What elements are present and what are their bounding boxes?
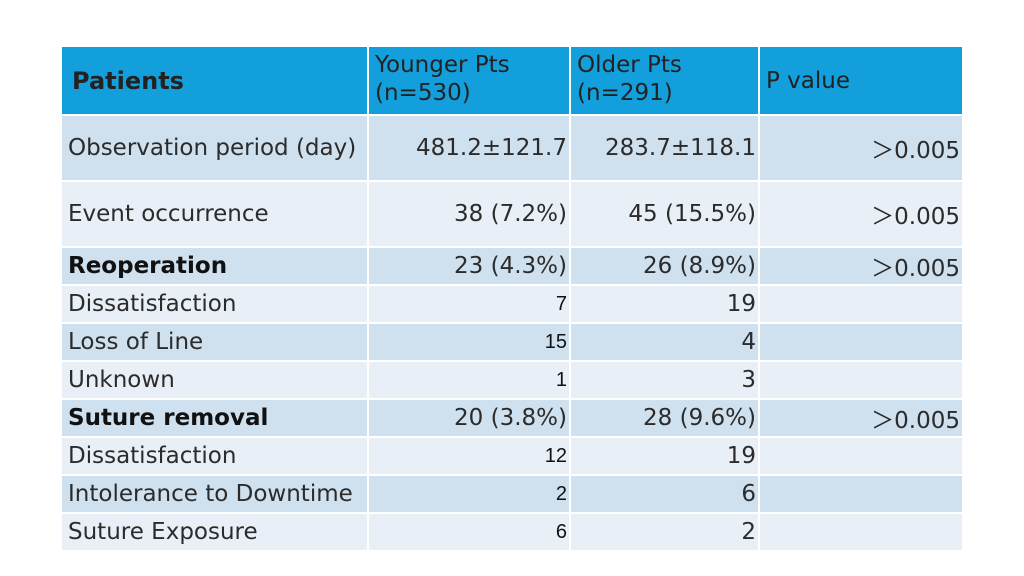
row-label: Unknown xyxy=(62,362,367,398)
table-row: Observation period (day) 481.2±121.7 283… xyxy=(62,116,962,180)
row-label: Dissatisfaction xyxy=(62,438,367,474)
older-value: 19 xyxy=(571,438,758,474)
younger-value: 481.2±121.7 xyxy=(369,116,569,180)
younger-value: 38 (7.2%) xyxy=(369,182,569,246)
table-row: Suture Exposure 6 2 xyxy=(62,514,962,550)
older-value: 2 xyxy=(571,514,758,550)
table-header-row: Patients Younger Pts (n=530) Older Pts (… xyxy=(62,47,962,114)
younger-value: 1 xyxy=(369,362,569,398)
younger-value: 20 (3.8%) xyxy=(369,400,569,436)
p-value xyxy=(760,438,962,474)
row-label: Observation period (day) xyxy=(62,116,367,180)
row-label: Event occurrence xyxy=(62,182,367,246)
p-value: ＞0.005 xyxy=(760,400,962,436)
row-label: Loss of Line xyxy=(62,324,367,360)
older-value: 28 (9.6%) xyxy=(571,400,758,436)
older-value: 6 xyxy=(571,476,758,512)
header-older-pts: Older Pts (n=291) xyxy=(571,47,758,114)
row-label: Intolerance to Downtime xyxy=(62,476,367,512)
p-value: ＞0.005 xyxy=(760,248,962,284)
younger-value: 2 xyxy=(369,476,569,512)
results-table: Patients Younger Pts (n=530) Older Pts (… xyxy=(62,47,962,550)
younger-value: 7 xyxy=(369,286,569,322)
table-row: Unknown 1 3 xyxy=(62,362,962,398)
table-row: Dissatisfaction 7 19 xyxy=(62,286,962,322)
older-value: 26 (8.9%) xyxy=(571,248,758,284)
older-value: 45 (15.5%) xyxy=(571,182,758,246)
header-younger-pts: Younger Pts (n=530) xyxy=(369,47,569,114)
p-value xyxy=(760,476,962,512)
younger-value: 6 xyxy=(369,514,569,550)
table-row: Intolerance to Downtime 2 6 xyxy=(62,476,962,512)
younger-value: 15 xyxy=(369,324,569,360)
table-row: Event occurrence 38 (7.2%) 45 (15.5%) ＞0… xyxy=(62,182,962,246)
older-value: 4 xyxy=(571,324,758,360)
table-row: Loss of Line 15 4 xyxy=(62,324,962,360)
older-value: 19 xyxy=(571,286,758,322)
p-value xyxy=(760,362,962,398)
older-value: 3 xyxy=(571,362,758,398)
header-p-value: P value xyxy=(760,47,962,114)
p-value xyxy=(760,286,962,322)
row-label: Reoperation xyxy=(62,248,367,284)
row-label: Suture Exposure xyxy=(62,514,367,550)
table-row: Reoperation 23 (4.3%) 26 (8.9%) ＞0.005 xyxy=(62,248,962,284)
p-value: ＞0.005 xyxy=(760,182,962,246)
table-row: Suture removal 20 (3.8%) 28 (9.6%) ＞0.00… xyxy=(62,400,962,436)
header-patients: Patients xyxy=(62,47,367,114)
p-value xyxy=(760,514,962,550)
older-value: 283.7±118.1 xyxy=(571,116,758,180)
younger-value: 23 (4.3%) xyxy=(369,248,569,284)
table-row: Dissatisfaction 12 19 xyxy=(62,438,962,474)
row-label: Suture removal xyxy=(62,400,367,436)
row-label: Dissatisfaction xyxy=(62,286,367,322)
younger-value: 12 xyxy=(369,438,569,474)
p-value xyxy=(760,324,962,360)
p-value: ＞0.005 xyxy=(760,116,962,180)
